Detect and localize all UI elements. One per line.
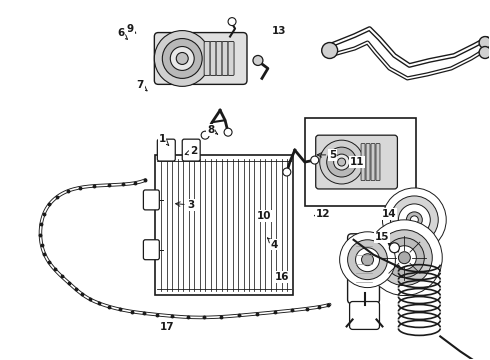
Circle shape	[390, 243, 399, 253]
FancyBboxPatch shape	[228, 41, 234, 75]
FancyBboxPatch shape	[361, 144, 365, 180]
Circle shape	[228, 18, 236, 26]
Text: 14: 14	[382, 209, 396, 219]
Circle shape	[154, 31, 210, 86]
Circle shape	[283, 168, 291, 176]
Circle shape	[367, 220, 442, 296]
FancyBboxPatch shape	[349, 302, 379, 329]
Text: 13: 13	[272, 26, 287, 36]
Circle shape	[385, 238, 424, 278]
FancyBboxPatch shape	[210, 41, 216, 75]
Text: 2: 2	[185, 146, 197, 156]
Circle shape	[356, 248, 379, 272]
FancyBboxPatch shape	[376, 144, 380, 180]
Circle shape	[391, 196, 438, 244]
Text: 10: 10	[257, 211, 272, 221]
Text: 1: 1	[158, 134, 169, 145]
Circle shape	[171, 46, 194, 71]
Text: 5: 5	[317, 150, 337, 160]
Circle shape	[406, 212, 422, 228]
Text: 16: 16	[274, 272, 289, 282]
Text: 9: 9	[127, 24, 136, 35]
Circle shape	[322, 42, 338, 58]
Circle shape	[398, 252, 410, 264]
Text: 3: 3	[175, 200, 195, 210]
Circle shape	[383, 188, 446, 252]
Circle shape	[479, 46, 490, 58]
Circle shape	[176, 53, 188, 64]
Text: 17: 17	[160, 322, 174, 332]
Bar	[305, 118, 416, 206]
FancyBboxPatch shape	[371, 144, 375, 180]
Text: 15: 15	[374, 232, 389, 242]
Circle shape	[398, 204, 430, 236]
Circle shape	[392, 246, 416, 270]
Circle shape	[319, 140, 364, 184]
Circle shape	[479, 37, 490, 49]
FancyBboxPatch shape	[204, 41, 210, 75]
FancyBboxPatch shape	[366, 144, 370, 180]
Circle shape	[253, 55, 263, 66]
FancyBboxPatch shape	[154, 32, 247, 84]
Circle shape	[201, 131, 209, 139]
FancyBboxPatch shape	[182, 139, 200, 161]
FancyBboxPatch shape	[216, 41, 222, 75]
FancyBboxPatch shape	[347, 234, 379, 303]
Circle shape	[410, 216, 418, 224]
Text: 8: 8	[207, 125, 218, 135]
Bar	[155, 155, 293, 294]
Circle shape	[376, 230, 432, 285]
Circle shape	[327, 147, 357, 177]
Circle shape	[340, 232, 395, 288]
Circle shape	[338, 158, 345, 166]
Circle shape	[224, 128, 232, 136]
Text: 7: 7	[136, 80, 147, 91]
FancyBboxPatch shape	[144, 190, 159, 210]
Text: 11: 11	[350, 157, 365, 167]
Circle shape	[311, 156, 319, 164]
Circle shape	[162, 39, 202, 78]
FancyBboxPatch shape	[316, 135, 397, 189]
FancyBboxPatch shape	[144, 240, 159, 260]
Text: 4: 4	[268, 238, 278, 249]
Circle shape	[362, 254, 373, 266]
Text: 12: 12	[315, 209, 330, 219]
FancyBboxPatch shape	[157, 139, 175, 161]
FancyBboxPatch shape	[222, 41, 228, 75]
Circle shape	[347, 240, 388, 280]
Circle shape	[334, 154, 349, 170]
Text: 6: 6	[117, 28, 127, 39]
